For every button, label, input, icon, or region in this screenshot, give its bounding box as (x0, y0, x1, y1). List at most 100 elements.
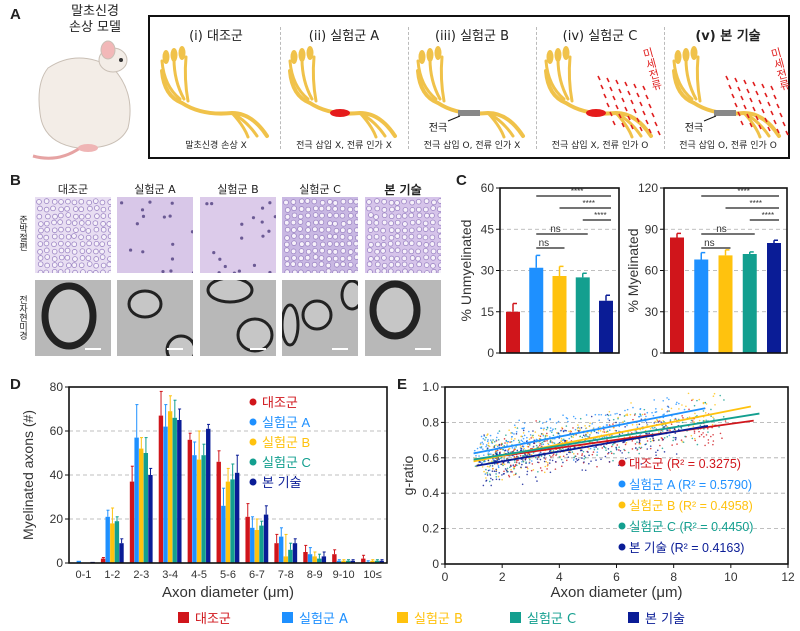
group-title: (iii) 실험군 B (434, 29, 510, 44)
data-point (597, 426, 600, 429)
data-point (548, 454, 551, 457)
axon-cross-section (312, 212, 319, 218)
significance-label: **** (571, 187, 583, 196)
current-dash (651, 112, 655, 118)
data-point (549, 427, 552, 429)
data-point (485, 468, 487, 471)
axon-cross-section (333, 261, 340, 268)
current-dash (737, 111, 741, 117)
group-panel: (iii) 실험군 B 전극 전극 삽입 O, 전류 인가 X (408, 17, 536, 157)
axon-cross-section (51, 233, 58, 240)
data-point (603, 445, 605, 448)
data-point (663, 426, 666, 428)
data-point (495, 468, 498, 471)
data-point (611, 445, 613, 448)
bar (216, 461, 221, 563)
data-point (506, 450, 509, 452)
data-point (492, 467, 494, 470)
data-point (511, 432, 514, 434)
data-point (640, 463, 643, 465)
data-point (593, 448, 596, 451)
data-point (503, 470, 505, 473)
data-point (658, 439, 660, 441)
axon-cross-section (78, 198, 85, 205)
legend-label: 실험군 A (262, 415, 310, 430)
data-point (590, 432, 592, 434)
stained-cell (170, 257, 175, 261)
data-point (549, 436, 551, 438)
axon-cross-section (78, 206, 84, 213)
data-point (535, 420, 537, 422)
data-point (543, 454, 546, 457)
electron-micrograph (365, 280, 441, 356)
bar (350, 560, 355, 563)
data-point (702, 401, 705, 404)
data-point (616, 412, 618, 415)
axon-cross-section (319, 269, 325, 273)
axon-cross-section (71, 249, 78, 255)
data-point (666, 410, 668, 413)
data-point (639, 413, 642, 416)
axon-cross-section (380, 241, 387, 248)
data-point (706, 427, 709, 430)
data-point (539, 458, 542, 461)
axon-cross-section (437, 255, 441, 261)
current-dash (648, 103, 652, 109)
data-point (639, 408, 641, 410)
data-point (569, 447, 571, 449)
axon-cross-section (65, 226, 71, 233)
legend-label: 실험군 B (262, 435, 310, 450)
axon-cross-section (80, 269, 86, 273)
axon-cross-section (430, 255, 436, 261)
legend-marker (249, 458, 257, 466)
axon-cross-section (290, 199, 297, 205)
y-tick-label: 0.6 (422, 451, 439, 465)
axon-cross-section (415, 219, 422, 225)
legend-swatch (510, 612, 521, 623)
axon-cross-section (332, 200, 339, 206)
data-point (684, 435, 686, 438)
data-point (553, 442, 556, 444)
data-point (549, 418, 551, 421)
axon-cross-section (36, 199, 42, 205)
nerve-soma (682, 48, 690, 62)
data-point (649, 447, 652, 450)
data-point (510, 468, 512, 471)
data-point (522, 448, 525, 451)
nerve-branch (311, 55, 318, 103)
axon-cross-section (333, 227, 340, 234)
axon-cross-section (51, 227, 58, 234)
data-point (522, 460, 525, 463)
stained-cell (240, 236, 244, 240)
data-point (587, 451, 589, 453)
chart-E: 0 0.2 0.4 0.6 0.8 1.0 0 2 4 6 8 10 12 대조군 (R² = 0.327… (400, 380, 795, 601)
data-point (502, 464, 504, 467)
data-point (515, 459, 518, 462)
current-dash (609, 111, 613, 117)
current-dash (764, 117, 768, 123)
data-point (588, 436, 591, 438)
data-point (698, 419, 701, 422)
data-point (653, 399, 656, 401)
axon-cross-section (401, 255, 408, 262)
axon-cross-section (107, 199, 111, 205)
data-point (501, 463, 504, 465)
legend-marker (249, 478, 257, 486)
data-point (567, 456, 570, 458)
axon-cross-section (394, 219, 401, 226)
data-point (663, 420, 665, 423)
myelin-ring (41, 282, 97, 350)
data-point (520, 446, 522, 448)
data-point (572, 459, 575, 461)
data-point (651, 439, 654, 442)
axon-cross-section (422, 234, 429, 241)
axon-cross-section (284, 247, 290, 253)
data-point (600, 413, 603, 416)
legend-marker (249, 418, 257, 426)
data-point (514, 448, 517, 451)
axon-cross-section (43, 247, 50, 254)
data-point (632, 418, 634, 421)
data-point (712, 443, 714, 446)
data-point (548, 462, 551, 464)
data-point (589, 434, 591, 436)
